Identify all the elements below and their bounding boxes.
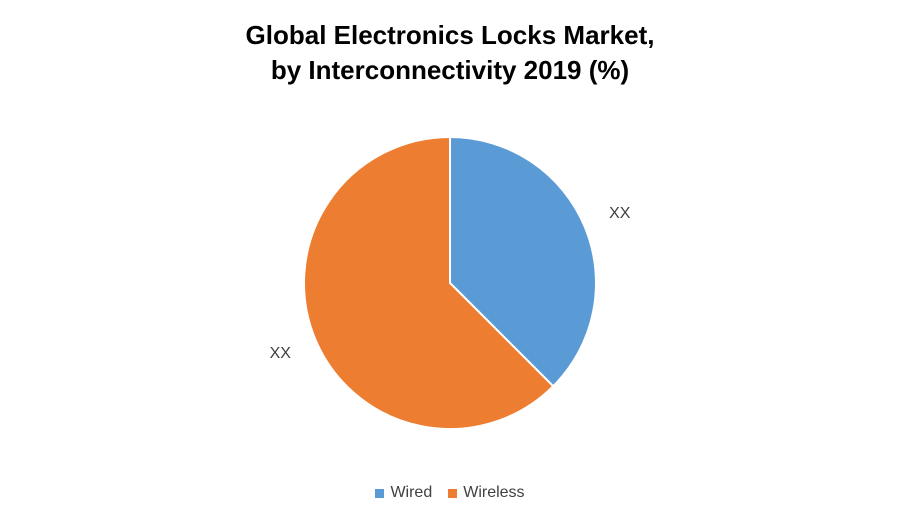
legend-item-wired: Wired [375,484,432,502]
legend-label-wireless: Wireless [463,484,525,501]
legend-swatch-wireless [448,488,458,498]
data-label-wired: XX [609,205,631,222]
legend-item-wireless: Wireless [448,484,525,502]
pie-slice-wired [449,135,597,388]
chart-title-line-1: Global Electronics Locks Market, [245,20,655,50]
legend-swatch-wired [375,488,385,498]
pie-slice-wireless [303,135,555,430]
chart-title-line-2: by Interconnectivity 2019 (%) [270,55,630,85]
legend-label-wired: Wired [390,484,433,501]
chart-title: Global Electronics Locks Market, by Inte… [0,18,900,88]
legend: Wired Wireless [0,484,900,502]
data-label-wireless: XX [270,345,292,362]
